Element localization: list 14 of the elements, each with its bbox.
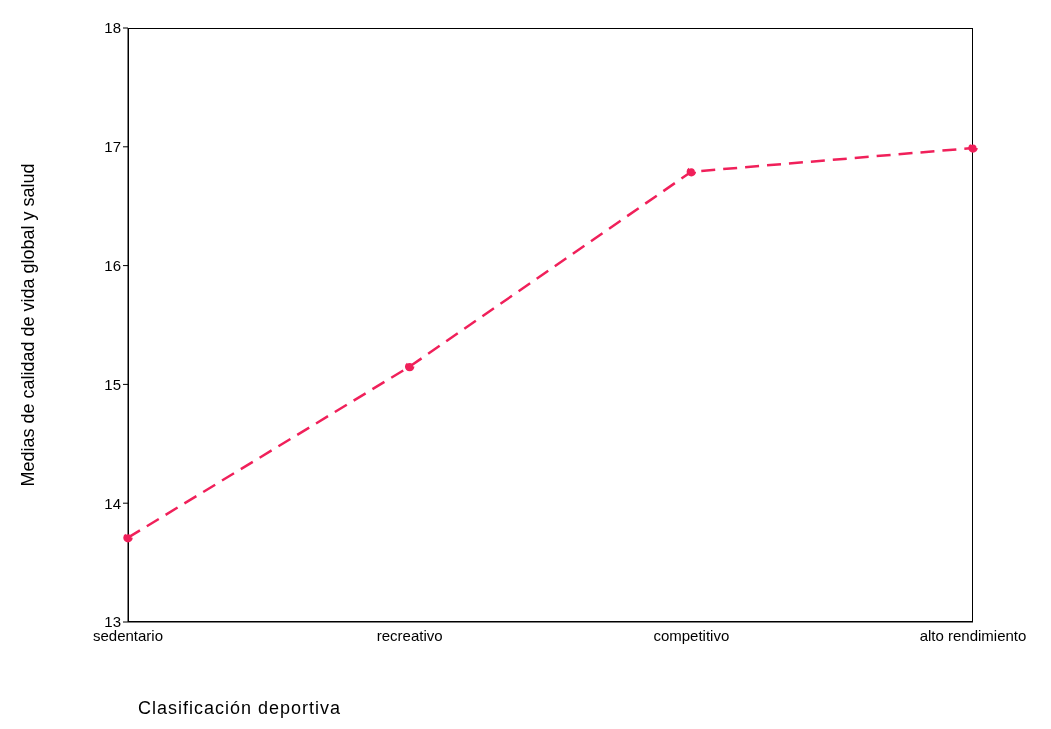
y-tick-label: 17 — [104, 138, 121, 156]
point — [123, 532, 133, 543]
point — [404, 361, 415, 372]
y-tick-label: 18 — [104, 19, 121, 37]
y-tick-label: 14 — [104, 494, 121, 512]
y-tick-label: 16 — [104, 256, 121, 274]
x-tick-label: recreativo — [376, 626, 443, 644]
x-tick-label: competitivo — [653, 626, 730, 644]
y-axis-title: Medias de calidad de vida global y salud — [18, 163, 39, 487]
x-axis-title: Clasificación deportiva — [138, 698, 342, 718]
point — [968, 143, 978, 153]
y-tick-label: 15 — [104, 375, 121, 393]
x-tick-label: alto rendimiento — [919, 626, 1027, 644]
point — [686, 167, 697, 177]
